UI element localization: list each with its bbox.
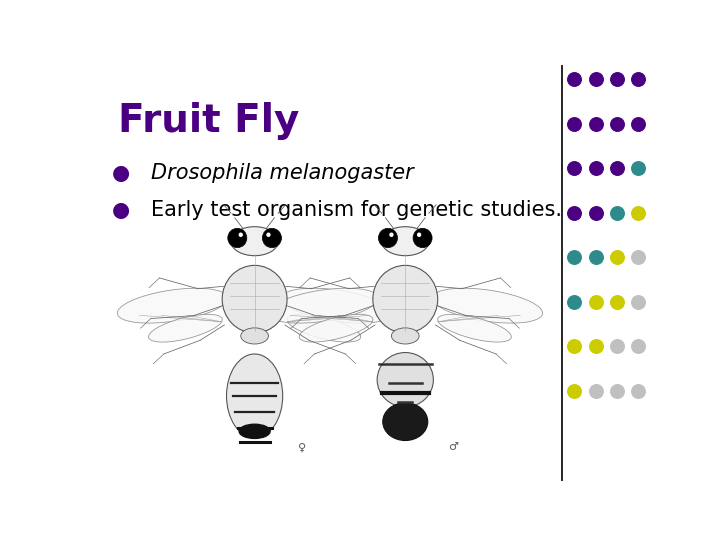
Point <box>590 387 601 395</box>
Ellipse shape <box>266 233 271 237</box>
Point <box>569 387 580 395</box>
Ellipse shape <box>432 288 543 323</box>
Point <box>611 298 623 306</box>
Ellipse shape <box>379 228 397 248</box>
Point <box>590 119 601 128</box>
Ellipse shape <box>377 353 433 407</box>
Ellipse shape <box>382 227 429 256</box>
Ellipse shape <box>268 288 378 323</box>
Ellipse shape <box>148 314 222 342</box>
Ellipse shape <box>231 227 279 256</box>
Text: Early test organism for genetic studies.: Early test organism for genetic studies. <box>151 200 562 220</box>
Point <box>569 253 580 262</box>
Ellipse shape <box>222 265 287 333</box>
Point <box>632 119 644 128</box>
Point <box>569 164 580 173</box>
Point <box>632 342 644 350</box>
Point <box>611 119 623 128</box>
Point <box>611 164 623 173</box>
Point <box>590 342 601 350</box>
Point <box>611 208 623 217</box>
Text: ♂: ♂ <box>448 442 458 453</box>
Point <box>590 253 601 262</box>
Ellipse shape <box>227 354 283 438</box>
Point <box>632 298 644 306</box>
Text: Drosophila melanogaster: Drosophila melanogaster <box>151 163 414 183</box>
Point <box>569 119 580 128</box>
Point <box>632 387 644 395</box>
Ellipse shape <box>438 314 511 342</box>
Point <box>590 164 601 173</box>
Text: Fruit Fly: Fruit Fly <box>118 102 300 140</box>
Ellipse shape <box>228 228 247 248</box>
Ellipse shape <box>238 233 243 237</box>
Text: ●: ● <box>112 200 130 220</box>
Ellipse shape <box>287 314 361 342</box>
Point <box>590 208 601 217</box>
Ellipse shape <box>282 288 392 323</box>
Ellipse shape <box>373 265 438 333</box>
Ellipse shape <box>392 328 419 344</box>
Point <box>611 342 623 350</box>
Point <box>569 208 580 217</box>
Point <box>569 298 580 306</box>
Ellipse shape <box>413 228 432 248</box>
Point <box>632 253 644 262</box>
Point <box>590 298 601 306</box>
Ellipse shape <box>240 328 269 344</box>
Ellipse shape <box>417 233 421 237</box>
Point <box>611 253 623 262</box>
Point <box>632 75 644 84</box>
Ellipse shape <box>117 288 228 323</box>
Ellipse shape <box>300 314 373 342</box>
Point <box>569 342 580 350</box>
Ellipse shape <box>239 424 270 438</box>
Point <box>632 208 644 217</box>
Text: ●: ● <box>112 163 130 183</box>
Ellipse shape <box>383 403 428 441</box>
Point <box>590 75 601 84</box>
Point <box>632 164 644 173</box>
Point <box>611 387 623 395</box>
Text: ♀: ♀ <box>298 442 306 453</box>
Point <box>611 75 623 84</box>
Point <box>569 75 580 84</box>
Ellipse shape <box>390 233 394 237</box>
Ellipse shape <box>262 228 282 248</box>
